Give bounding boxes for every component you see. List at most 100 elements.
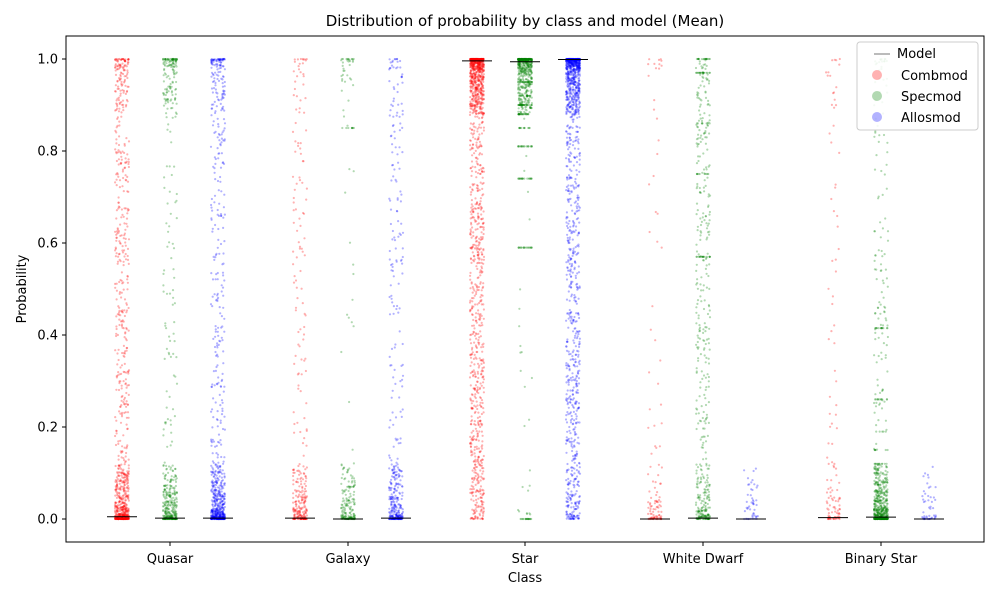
data-point [295, 490, 298, 493]
data-point [474, 57, 477, 61]
data-point [116, 472, 119, 475]
data-point [173, 489, 176, 492]
data-point [528, 218, 531, 221]
data-point [469, 356, 473, 359]
data-point [295, 503, 298, 506]
data-point [476, 189, 479, 192]
data-point [123, 166, 127, 169]
data-point [700, 370, 703, 373]
data-point [121, 517, 124, 520]
data-point [300, 491, 303, 494]
data-point [831, 489, 834, 492]
data-point [117, 471, 121, 474]
data-point [114, 505, 117, 508]
data-point [478, 70, 482, 73]
data-point [124, 505, 127, 508]
data-point [518, 103, 521, 107]
data-point [473, 334, 477, 337]
data-point [470, 61, 473, 64]
data-point [298, 245, 302, 248]
data-point [124, 514, 127, 517]
data-point [116, 517, 119, 521]
data-point [520, 102, 523, 105]
data-point [293, 514, 296, 517]
data-point [696, 480, 699, 483]
data-point [125, 179, 128, 182]
data-point [657, 510, 660, 513]
data-point [482, 407, 485, 410]
data-point [117, 507, 120, 511]
data-point [704, 376, 708, 379]
data-point [482, 282, 485, 285]
data-point [475, 70, 478, 74]
data-point [660, 510, 663, 513]
data-point [703, 179, 706, 182]
data-point [470, 348, 474, 351]
data-point [175, 500, 178, 503]
data-point [299, 507, 302, 510]
data-point [477, 77, 480, 80]
data-point [346, 313, 349, 316]
data-point [696, 229, 699, 232]
data-point [123, 65, 126, 68]
data-point [530, 376, 534, 380]
data-point [125, 309, 129, 312]
data-point [699, 223, 703, 227]
data-point [296, 469, 299, 472]
data-point [706, 481, 709, 484]
data-point [115, 151, 118, 154]
data-point [476, 184, 479, 187]
data-point [120, 514, 123, 517]
data-point [297, 464, 300, 468]
data-point [477, 58, 480, 61]
data-point [115, 510, 118, 513]
data-point [116, 483, 119, 486]
data-point [476, 223, 479, 226]
data-point [169, 487, 172, 490]
data-point [163, 421, 167, 424]
data-point [117, 517, 120, 521]
data-point [340, 482, 343, 485]
data-point [480, 87, 483, 90]
data-point [477, 112, 480, 115]
data-point [303, 111, 306, 114]
data-point [349, 513, 353, 516]
data-point [297, 495, 300, 498]
data-point [482, 80, 485, 83]
data-point [116, 87, 119, 90]
data-point [127, 517, 130, 520]
data-point [519, 517, 522, 521]
data-point [123, 514, 126, 517]
data-point [121, 513, 124, 516]
data-point [478, 100, 481, 103]
data-point [126, 481, 130, 485]
data-point [837, 498, 840, 501]
data-point [126, 427, 129, 431]
data-point [123, 459, 126, 462]
data-point [475, 346, 478, 349]
data-point [477, 312, 480, 315]
data-point [698, 172, 701, 176]
data-point [119, 478, 122, 481]
data-point [126, 247, 130, 250]
data-point [119, 421, 123, 424]
data-point [705, 462, 708, 465]
data-point [116, 60, 119, 63]
data-point [482, 360, 485, 363]
data-point [116, 471, 119, 474]
data-point [126, 411, 130, 414]
data-point [479, 489, 482, 492]
data-point [119, 497, 122, 500]
data-point [477, 391, 480, 395]
data-point [701, 446, 705, 449]
data-point [119, 64, 122, 67]
data-point [470, 82, 473, 85]
data-point [482, 262, 485, 265]
data-point [302, 513, 306, 516]
data-point [123, 481, 126, 485]
data-point [475, 71, 478, 74]
data-point [116, 517, 119, 521]
data-point [115, 282, 118, 285]
data-point [126, 212, 129, 215]
